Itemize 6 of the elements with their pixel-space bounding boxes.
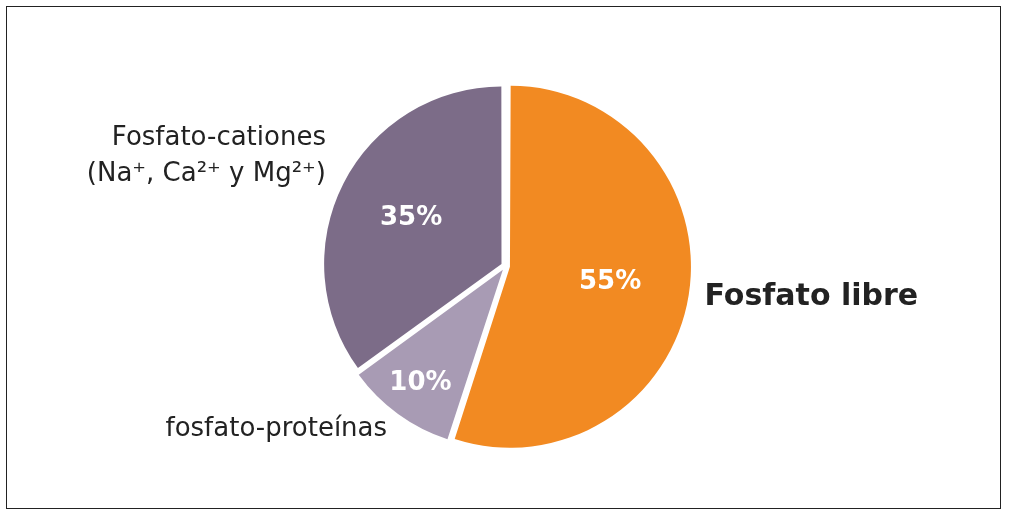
data-label: 55% bbox=[578, 265, 642, 296]
slice-label: Fosfato-cationes (Na⁺, Ca²⁺ y Mg²⁺) bbox=[86, 121, 326, 188]
data-label: 35% bbox=[380, 200, 443, 231]
data-label: 10% bbox=[389, 365, 452, 396]
slice-label: Fosfato libre bbox=[704, 277, 919, 313]
slice-label: fosfato-proteínas bbox=[165, 411, 388, 442]
